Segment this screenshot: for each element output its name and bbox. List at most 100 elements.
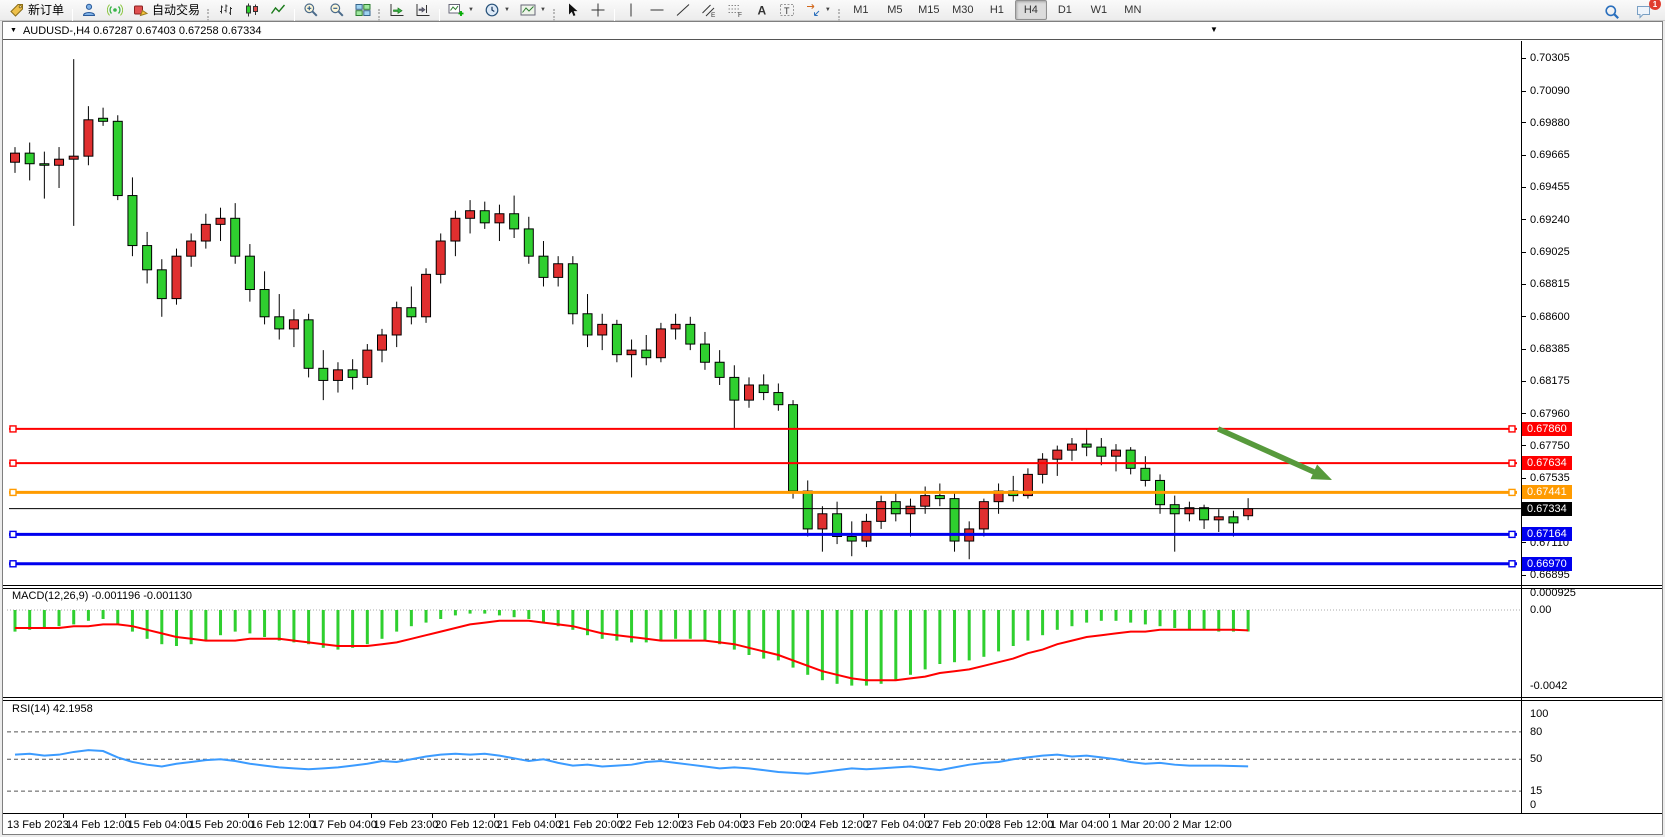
- svg-text:T: T: [784, 6, 790, 16]
- price-tick-label: 0.68175: [1530, 375, 1570, 387]
- new-order-button[interactable]: 新订单: [5, 0, 68, 20]
- macd-bar: [571, 610, 575, 630]
- rsi-line: [14, 749, 1249, 775]
- price-flag: 0.67334: [1522, 502, 1572, 516]
- time-tick: [1170, 814, 1171, 818]
- macd-bar: [556, 610, 560, 627]
- horizontal-line-button[interactable]: [645, 0, 669, 20]
- dropdown-caret-icon: ▼: [824, 6, 831, 13]
- time-tick-label: 28 Feb 12:00: [988, 819, 1054, 831]
- candle-body: [244, 255, 255, 291]
- chart-title: AUDUSD-,H4 0.67287 0.67403 0.67258 0.673…: [22, 24, 262, 37]
- timeframe-M30-button[interactable]: M30: [952, 4, 974, 16]
- auto-trading-button[interactable]: 自动交易: [129, 0, 204, 20]
- macd-bar: [1202, 610, 1206, 630]
- panel-separator[interactable]: [3, 585, 1662, 589]
- time-axis[interactable]: 13 Feb 2023 14 Feb 12:00 15 Feb 04:00 15 Fe…: [7, 814, 1521, 836]
- candle-chart-button[interactable]: [240, 0, 264, 20]
- candle-body: [186, 240, 197, 257]
- label-button[interactable]: T: [775, 0, 799, 20]
- timeframe-D1-button[interactable]: D1: [1057, 4, 1072, 16]
- candle-body: [1081, 443, 1092, 448]
- time-tick-label: 13 Feb 2023: [7, 819, 69, 831]
- symbol-dropdown-icon[interactable]: ▼: [10, 27, 17, 34]
- macd-bar: [1085, 610, 1089, 623]
- main-chart[interactable]: [7, 41, 1521, 585]
- macd-bar: [762, 610, 766, 659]
- axis-tick: [1522, 413, 1526, 414]
- fibonacci-button[interactable]: F: [723, 0, 747, 20]
- axis-tick: [1522, 445, 1526, 446]
- dropdown-caret-icon: ▼: [503, 6, 510, 13]
- macd-bar: [1158, 610, 1162, 627]
- timeframe-H1-button[interactable]: H1: [989, 4, 1004, 16]
- signals-button[interactable]: [103, 0, 127, 20]
- price-tick-label: 0.69240: [1530, 214, 1570, 226]
- time-tick-label: 17 Feb 04:00: [312, 819, 377, 831]
- auto-scroll-button[interactable]: [385, 0, 409, 20]
- candle-body: [1111, 449, 1121, 457]
- timeframe-MN-button[interactable]: MN: [1124, 4, 1142, 16]
- cursor-button[interactable]: [560, 0, 584, 20]
- zoom-out-icon: [330, 3, 344, 17]
- axis-tick: [1522, 478, 1526, 479]
- timeframe-W1-button[interactable]: W1: [1090, 4, 1108, 16]
- panel-separator[interactable]: [3, 697, 1662, 701]
- zoom-out-button[interactable]: [325, 0, 349, 20]
- arrows-button[interactable]: ▼: [801, 0, 835, 20]
- chart-shift-button[interactable]: [411, 0, 435, 20]
- time-tick: [370, 814, 372, 818]
- timeframe-M5-button[interactable]: M5: [887, 4, 903, 16]
- equidistant-channel-button[interactable]: E: [697, 0, 721, 20]
- macd-bar: [879, 610, 883, 684]
- rsi-panel[interactable]: [7, 701, 1521, 813]
- price-tick-label: 0.67535: [1530, 472, 1570, 484]
- rsi-tick-label: 100: [1530, 708, 1549, 720]
- timeframe-M15-button[interactable]: M15: [918, 4, 940, 16]
- price-tick-label: 0.69665: [1530, 149, 1570, 161]
- time-tick-label: 14 Feb 12:00: [66, 819, 131, 831]
- macd-bar: [204, 610, 208, 641]
- macd-bar: [1143, 610, 1147, 625]
- macd-bar: [1070, 610, 1074, 627]
- axis-tick: [1522, 575, 1526, 576]
- shapes-icon: [806, 3, 820, 16]
- indicators-button[interactable]: ▼: [444, 0, 478, 20]
- rsi-tick-label: 50: [1530, 753, 1543, 765]
- templates-button[interactable]: ▼: [516, 0, 550, 20]
- tile-windows-button[interactable]: [351, 0, 375, 20]
- crosshair-button[interactable]: [586, 0, 610, 20]
- macd-bar: [1187, 610, 1191, 630]
- timeframe-H4-button[interactable]: H4: [1014, 0, 1047, 20]
- line-chart-button[interactable]: [266, 0, 290, 20]
- vertical-line-button[interactable]: [619, 0, 643, 20]
- search-button[interactable]: [1600, 1, 1624, 22]
- chart-title-bar[interactable]: ▼ AUDUSD-,H4 0.67287 0.67403 0.67258 0.6…: [3, 22, 1662, 40]
- candle-body: [274, 316, 285, 330]
- text-button[interactable]: A: [749, 0, 773, 20]
- axis-tick: [1522, 91, 1526, 92]
- timeframe-M1-button[interactable]: M1: [853, 4, 869, 16]
- trend-arrow[interactable]: [1216, 426, 1333, 480]
- chat-button[interactable]: 1: [1632, 0, 1661, 22]
- bar-chart-button[interactable]: [214, 0, 238, 20]
- candle-body: [200, 223, 211, 242]
- trendline-button[interactable]: [671, 0, 695, 20]
- macd-bar: [1041, 610, 1045, 636]
- linechart-icon: [270, 4, 286, 14]
- periods-button[interactable]: ▼: [480, 0, 514, 20]
- macd-bar: [938, 610, 942, 664]
- macd-histogram: [13, 610, 1250, 686]
- axis-tick: [1522, 316, 1526, 317]
- macd-bar: [248, 610, 252, 634]
- candle-body: [347, 369, 358, 378]
- line-handle: [9, 530, 17, 539]
- notification-badge: 1: [1649, 0, 1661, 10]
- line-handle: [9, 560, 17, 568]
- macd-panel[interactable]: [7, 589, 1521, 697]
- zoom-in-button[interactable]: [299, 0, 323, 20]
- time-tick: [678, 814, 679, 818]
- bars-icon: [220, 4, 233, 15]
- metaeditor-button[interactable]: [77, 0, 101, 20]
